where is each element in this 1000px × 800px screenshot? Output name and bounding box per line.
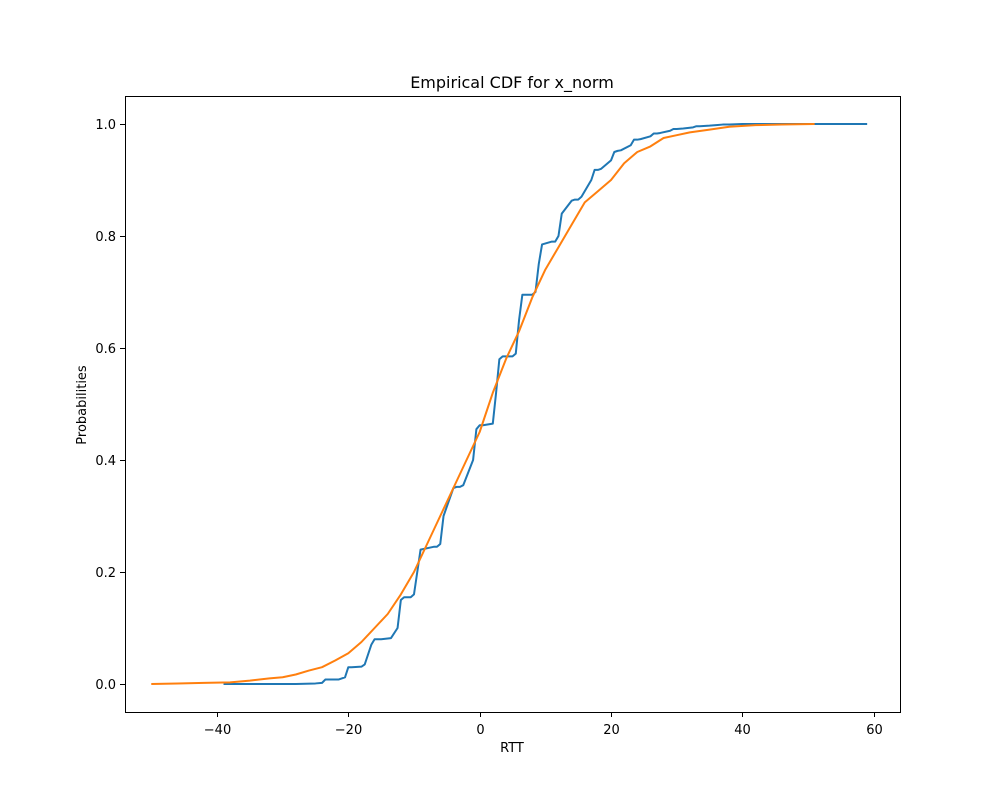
x-tick-label: 60: [866, 723, 883, 738]
y-tick-label: 0.6: [95, 342, 116, 357]
series-line-2: [151, 123, 815, 685]
x-axis-ticks: −40 −20 0 20 40 60: [204, 712, 883, 738]
chart-title: Empirical CDF for x_norm: [410, 73, 614, 93]
series-line-1: [223, 123, 868, 685]
x-tick-label: −20: [335, 723, 362, 738]
x-tick-label: −40: [204, 723, 231, 738]
x-tick-label: 40: [734, 723, 751, 738]
series-layer: [151, 123, 868, 685]
plot-frame: [125, 96, 901, 713]
x-tick-label: 0: [476, 723, 484, 738]
y-tick-label: 0.2: [95, 566, 116, 581]
y-axis-ticks: 0.0 0.2 0.4 0.6 0.8 1.0: [95, 118, 125, 693]
y-axis-label: Probabilities: [75, 365, 90, 445]
y-tick-label: 0.4: [95, 454, 116, 469]
x-tick-label: 20: [603, 723, 620, 738]
x-axis-label: RTT: [500, 741, 524, 756]
y-tick-label: 0.8: [95, 230, 116, 245]
y-tick-label: 1.0: [95, 118, 116, 133]
y-tick-label: 0.0: [95, 678, 116, 693]
